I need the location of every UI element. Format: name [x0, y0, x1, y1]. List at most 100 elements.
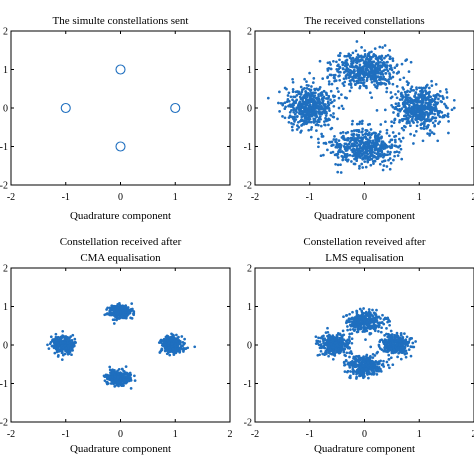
scatter-point	[370, 96, 374, 99]
scatter-point	[344, 60, 348, 63]
scatter-point	[364, 132, 368, 135]
scatter-point	[359, 81, 363, 85]
scatter-point	[116, 380, 120, 384]
scatter-point	[343, 80, 347, 84]
scatter-point	[414, 112, 417, 115]
scatter-point	[308, 113, 311, 117]
scatter-point	[121, 373, 125, 376]
scatter-point	[391, 105, 395, 109]
scatter-point	[357, 150, 361, 154]
scatter-point	[292, 122, 295, 126]
scatter-point	[342, 84, 346, 87]
scatter-point	[346, 72, 349, 76]
scatter-point	[415, 87, 418, 91]
scatter-point	[340, 347, 344, 351]
scatter-point	[331, 115, 335, 119]
scatter-point	[334, 348, 338, 351]
scatter-point	[405, 335, 409, 339]
scatter-point	[121, 306, 124, 310]
scatter-point	[381, 46, 384, 49]
scatter-point	[404, 338, 408, 341]
scatter-point	[61, 336, 64, 339]
scatter-point	[390, 143, 394, 147]
scatter-point	[110, 304, 114, 308]
scatter-point	[351, 327, 355, 331]
scatter-point	[341, 329, 345, 333]
scatter-point	[318, 353, 321, 357]
scatter-point	[355, 133, 359, 137]
scatter-point	[378, 347, 382, 350]
scatter-point	[373, 79, 376, 83]
scatter-point	[330, 126, 334, 130]
scatter-point	[172, 352, 176, 356]
scatter-point	[71, 345, 74, 349]
scatter-point	[389, 347, 393, 350]
scatter-point	[433, 124, 436, 128]
scatter-point	[427, 104, 430, 108]
scatter-point	[357, 147, 361, 151]
scatter-point	[332, 104, 336, 108]
scatter-point	[387, 340, 390, 344]
scatter-point	[386, 150, 390, 154]
scatter-point	[303, 94, 307, 98]
scatter-point	[382, 164, 386, 167]
scatter-point	[351, 370, 355, 374]
scatter-point	[343, 138, 347, 141]
scatter-point	[377, 56, 381, 60]
scatter-point	[379, 60, 382, 64]
scatter-point	[359, 366, 362, 369]
scatter-point	[365, 323, 369, 327]
scatter-point	[357, 76, 360, 80]
scatter-point	[442, 97, 445, 101]
scatter-point	[392, 111, 395, 114]
y-tick-label: -2	[0, 181, 8, 192]
scatter-point	[328, 109, 331, 112]
scatter-point	[295, 98, 299, 102]
scatter-point	[352, 68, 356, 72]
scatter-point	[379, 370, 383, 373]
scatter-point	[355, 141, 359, 145]
scatter-point	[57, 349, 61, 352]
scatter-point	[319, 343, 323, 346]
scatter-point	[305, 95, 309, 99]
scatter-point	[380, 160, 384, 164]
scatter-point	[389, 96, 393, 100]
scatter-point	[398, 137, 401, 141]
scatter-point	[113, 385, 117, 388]
scatter-point	[341, 67, 345, 71]
scatter-point	[339, 163, 342, 167]
scatter-point	[408, 90, 412, 94]
scatter-point	[315, 115, 319, 118]
scatter-point	[307, 111, 311, 115]
scatter-point	[356, 156, 359, 160]
scatter-point	[343, 347, 346, 351]
scatter-point	[346, 328, 349, 332]
scatter-point	[404, 125, 407, 129]
scatter-point	[339, 333, 342, 337]
scatter-points	[60, 64, 181, 152]
scatter-point	[375, 71, 378, 75]
scatter-point	[316, 106, 320, 109]
scatter-point	[343, 370, 347, 373]
scatter-point	[114, 312, 117, 315]
scatter-point	[294, 118, 298, 121]
scatter-point	[354, 318, 358, 321]
scatter-point	[362, 323, 366, 326]
scatter-point	[383, 345, 387, 349]
scatter-point	[382, 365, 386, 368]
scatter-point	[377, 343, 381, 347]
scatter-point	[411, 115, 415, 118]
scatter-point	[66, 339, 70, 343]
scatter-point	[301, 110, 305, 113]
scatter-point	[366, 71, 370, 75]
x-axis-label: Quadrature component	[70, 443, 171, 455]
scatter-point	[383, 347, 387, 351]
scatter-point	[342, 77, 346, 81]
scatter-point	[404, 59, 407, 62]
scatter-point	[307, 98, 311, 102]
scatter-point	[362, 373, 366, 377]
scatter-point	[380, 149, 384, 153]
scatter-point	[433, 112, 436, 116]
scatter-point	[423, 117, 426, 121]
scatter-point	[386, 320, 389, 324]
